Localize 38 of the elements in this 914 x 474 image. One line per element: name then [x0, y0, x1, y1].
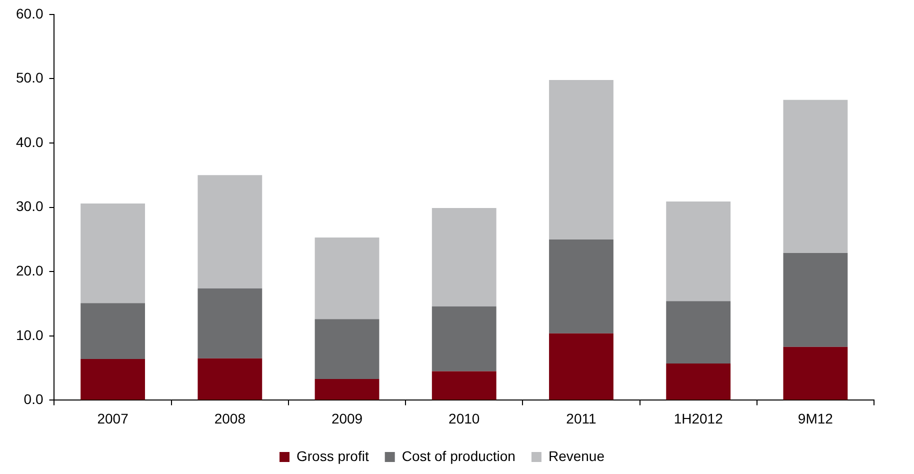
bar	[783, 252, 848, 347]
y-tick-label: 30.0	[16, 198, 44, 214]
bar	[198, 175, 262, 288]
y-tick-label: 50.0	[16, 70, 44, 86]
bar	[314, 238, 380, 320]
bar	[432, 208, 496, 306]
x-tick-label: 9M12	[798, 410, 834, 426]
legend-label: Revenue	[548, 448, 605, 464]
legend-label: Cost of production	[402, 448, 516, 464]
bar	[666, 202, 731, 302]
bar	[432, 371, 496, 400]
y-tick-label: 60.0	[16, 5, 44, 22]
bar	[314, 378, 380, 400]
bar	[432, 306, 496, 372]
x-tick-label: 2009	[331, 410, 363, 426]
bar	[549, 80, 614, 240]
x-tick-label: 2008	[214, 410, 246, 426]
bar	[666, 364, 731, 400]
bar	[198, 358, 262, 400]
x-tick-label: 2011	[566, 410, 596, 426]
legend-label: Gross profit	[296, 448, 369, 464]
bar	[80, 359, 146, 400]
bar	[80, 203, 146, 304]
x-tick-label: 2007	[97, 410, 129, 426]
bar	[198, 288, 262, 358]
x-tick-label: 2010	[448, 410, 480, 426]
bar	[314, 319, 380, 379]
y-tick-label: 20.0	[16, 262, 44, 278]
y-tick-label: 40.0	[16, 134, 44, 150]
y-tick-label: 10.0	[16, 326, 44, 343]
bar	[783, 346, 848, 400]
y-tick-label: 0.0	[24, 391, 44, 408]
x-tick-label: 1H2012	[674, 410, 724, 426]
bar	[549, 239, 614, 334]
bar	[80, 303, 146, 360]
bar	[549, 333, 614, 400]
bar	[666, 301, 731, 364]
bar	[783, 100, 848, 253]
